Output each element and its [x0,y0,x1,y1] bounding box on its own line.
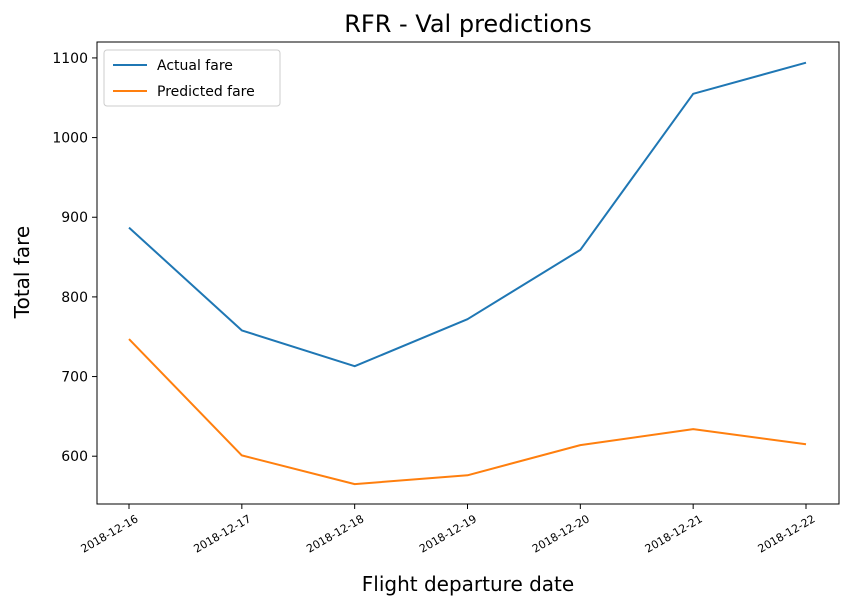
y-tick-label: 1100 [52,51,88,67]
series-line-1 [128,61,807,368]
y-tick-label: 1000 [52,131,88,147]
y-axis-label: Total fare [10,226,34,319]
y-tick-label: 900 [61,210,88,226]
series-line-2 [128,338,807,486]
y-tick-label: 700 [61,370,88,386]
y-tick-label: 600 [61,449,88,465]
chart-title: RFR - Val predictions [344,10,592,38]
legend-label-2: Predicted fare [157,84,255,100]
legend-box [103,49,281,107]
x-axis-label: Flight departure date [362,572,574,596]
legend-label-1: Actual fare [157,58,233,74]
y-tick-label: 800 [61,290,88,306]
